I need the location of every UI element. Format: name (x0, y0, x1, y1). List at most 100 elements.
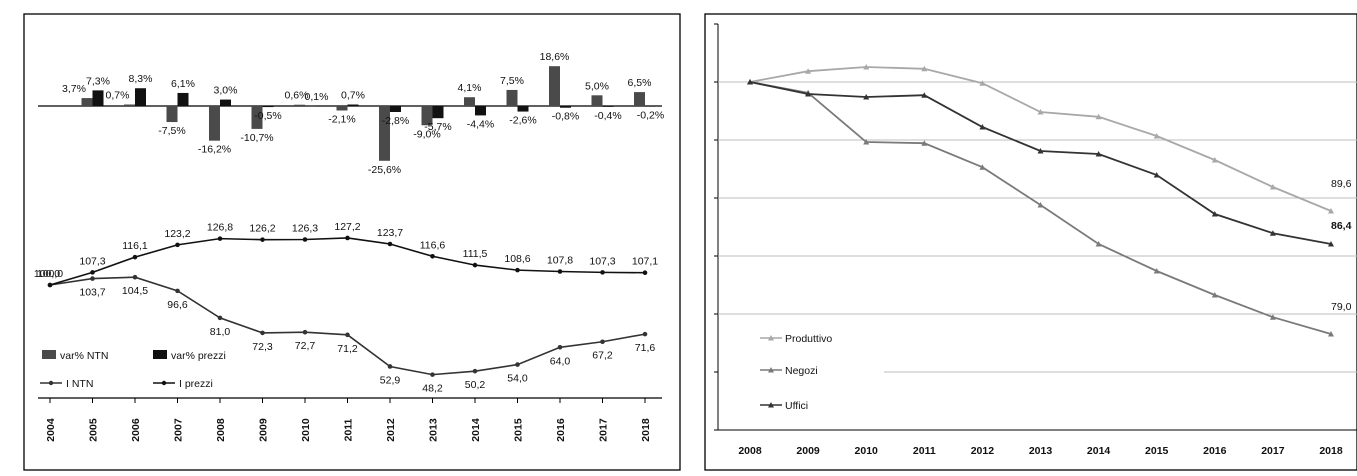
line-value-label: 71,2 (337, 343, 358, 355)
bar-value-label: 8,3% (129, 73, 153, 85)
line-value-label: 126,3 (292, 223, 318, 235)
line-point (921, 140, 928, 146)
x-tick-label: 2015 (1145, 445, 1169, 457)
x-tick-label: 2013 (428, 418, 440, 442)
line-point (1153, 172, 1160, 178)
line-point (1037, 202, 1044, 208)
line-point (260, 330, 265, 336)
line-point (132, 274, 138, 280)
bar-var-prezzi-2011 (347, 104, 359, 106)
line-point (387, 241, 393, 247)
line-value-label: 127,2 (334, 221, 360, 233)
line-point (1095, 241, 1102, 247)
line-point (642, 331, 648, 337)
bar-value-label: -2,6% (509, 115, 536, 127)
legend-marker (768, 335, 774, 341)
bar-var-prezzi-2017 (602, 106, 614, 107)
x-tick-label: 2009 (258, 418, 270, 442)
bar-value-label: 0,7% (341, 90, 365, 102)
bar-value-label: -5,7% (424, 121, 451, 133)
bar-var-prezzi-2010 (305, 105, 316, 107)
legend-marker (48, 380, 54, 386)
bar-value-label: 6,5% (628, 77, 652, 89)
line-point (600, 270, 605, 275)
legend-swatch (153, 350, 167, 359)
line-value-label: 123,7 (377, 227, 403, 239)
x-tick-label: 2014 (1087, 445, 1111, 457)
x-tick-label: 2014 (470, 418, 482, 442)
line-point (175, 242, 180, 248)
line-point (387, 364, 393, 369)
bar-var-ntn-2005 (81, 98, 93, 106)
line-value-label: 104,5 (122, 285, 148, 297)
line-point (472, 262, 478, 268)
bar-value-label: -0,4% (594, 110, 621, 122)
x-tick-label: 2011 (913, 445, 936, 457)
bar-var-prezzi-2014 (475, 106, 486, 116)
line-point (1153, 268, 1160, 274)
legend-swatch (42, 350, 56, 359)
bar-value-label: 5,0% (585, 80, 609, 92)
x-tick-label: 2008 (738, 445, 762, 457)
legend-label: Negozi (785, 365, 818, 377)
legend-label: Uffici (785, 400, 808, 412)
bar-value-label: 3,0% (214, 85, 238, 97)
line-value-label: 64,0 (550, 355, 571, 367)
x-tick-label: 2013 (1029, 445, 1053, 457)
line-point (515, 362, 520, 367)
line-value-label: 54,0 (507, 373, 528, 385)
bar-value-label: -0,8% (552, 111, 579, 123)
bar-value-label: 0,1% (305, 91, 329, 103)
line-value-label: 111,5 (463, 248, 488, 260)
legend-marker (768, 402, 774, 408)
bar-var-ntn-2017 (591, 95, 603, 106)
x-tick-label: 2004 (45, 418, 57, 442)
line-point (747, 79, 753, 85)
line-value-label: 96,6 (167, 299, 188, 311)
line-point (132, 254, 138, 260)
x-tick-label: 2015 (513, 418, 525, 442)
line-value-label: 116,1 (122, 240, 148, 252)
line-value-label: 116,6 (420, 239, 446, 251)
bar-value-label: -2,1% (328, 113, 355, 125)
bar-var-ntn-2008 (209, 106, 220, 141)
legend-label: Produttivo (785, 333, 832, 345)
line-point (979, 80, 986, 86)
legend-label: I prezzi (179, 378, 213, 390)
bar-var-ntn-2011 (336, 106, 348, 111)
line-point (472, 368, 478, 374)
bar-value-label: -0,2% (637, 109, 664, 121)
line-point (979, 164, 986, 170)
bar-var-prezzi-2015 (517, 106, 529, 112)
line-point (1328, 331, 1334, 337)
bar-value-label: 3,7% (62, 83, 86, 95)
series-end-label: 86,4 (1331, 220, 1352, 232)
bar-var-prezzi-2012 (390, 106, 401, 112)
line-value-label: 52,9 (380, 374, 401, 386)
right-panel-frame (704, 13, 1357, 471)
bar-var-ntn-2006 (124, 104, 135, 106)
legend-marker (161, 380, 167, 386)
bar-var-ntn-2007 (166, 106, 178, 123)
x-tick-label: 2017 (598, 418, 610, 442)
line-value-label: 123,2 (164, 228, 190, 240)
bar-value-label: 0,7% (106, 90, 130, 102)
bar-value-label: -25,6% (368, 164, 401, 176)
line-point (863, 139, 870, 145)
x-tick-label: 2011 (343, 418, 355, 441)
line-point (430, 372, 435, 377)
x-tick-label: 2010 (300, 418, 312, 442)
x-tick-label: 2016 (1203, 445, 1227, 457)
line-point (1269, 230, 1276, 236)
bar-var-prezzi-2007 (177, 92, 189, 106)
legend-marker (768, 367, 774, 373)
line-value-label: 67,2 (592, 350, 613, 362)
line-point (47, 282, 53, 288)
x-tick-label: 2008 (215, 418, 227, 442)
bar-value-label: 18,6% (540, 51, 570, 63)
line-value-label: 126,2 (249, 223, 275, 235)
series-end-label: 79,0 (1331, 301, 1352, 313)
legend-label: var% NTN (60, 350, 108, 362)
